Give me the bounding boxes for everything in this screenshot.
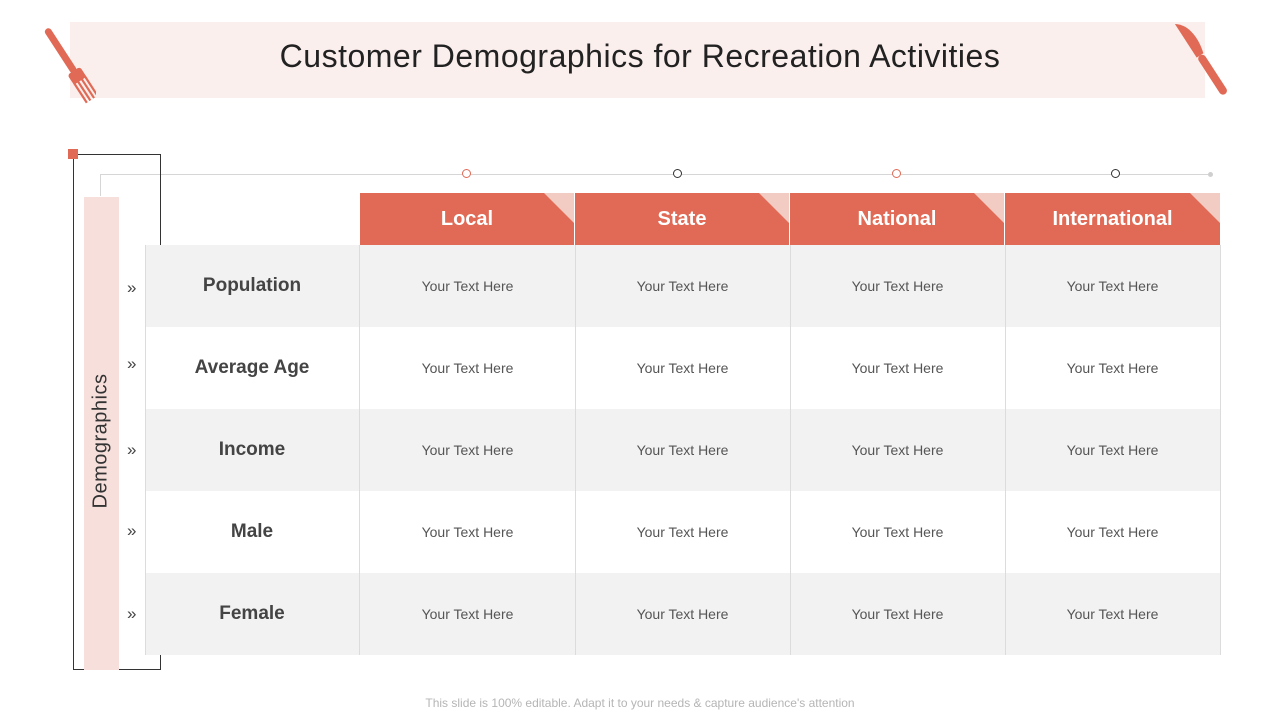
fork-icon [44,28,96,104]
row-label-male: Male [230,521,274,542]
column-header-label: State [657,207,707,230]
table-row [145,573,1221,655]
knife-icon [1174,24,1227,95]
table-cell: Your Text Here [1066,606,1159,622]
demographics-label: Demographics [89,373,112,509]
side-band [84,197,119,670]
table-cell: Your Text Here [421,442,514,458]
row-label-average-age: Average Age [194,357,310,378]
chevron-right-icon: » [127,440,137,459]
table-cell: Your Text Here [851,278,944,294]
column-header-local: Local [360,193,574,245]
table-cell: Your Text Here [421,524,514,540]
chevron-right-icon: » [127,354,137,373]
row-label-female: Female [219,603,285,624]
table-cell: Your Text Here [851,442,944,458]
column-header-state: State [575,193,789,245]
chevron-right-icon: » [127,604,137,623]
table-cell: Your Text Here [636,360,729,376]
table-cell: Your Text Here [421,360,514,376]
table-cell: Your Text Here [1066,360,1159,376]
table-cell: Your Text Here [636,606,729,622]
table-cell: Your Text Here [851,524,944,540]
table-row [145,491,1221,573]
column-divider [575,245,576,655]
column-divider [790,245,791,655]
table-row [145,409,1221,491]
table-row [145,245,1221,327]
column-divider [1220,245,1221,655]
column-header-label: National [857,207,937,230]
timeline-dot [462,169,471,178]
table-row [145,327,1221,409]
table-cell: Your Text Here [636,278,729,294]
timeline-dot [1111,169,1120,178]
chevron-right-icon: » [127,521,137,540]
chevron-right-icon: » [127,278,137,297]
column-divider [359,245,360,655]
timeline-dot [673,169,682,178]
table-cell: Your Text Here [1066,442,1159,458]
table-cell: Your Text Here [1066,524,1159,540]
table-cell: Your Text Here [421,606,514,622]
table-cell: Your Text Here [636,524,729,540]
footer-note: This slide is 100% editable. Adapt it to… [425,696,855,710]
timeline-dot [892,169,901,178]
page-title: Customer Demographics for Recreation Act… [279,38,1001,74]
column-header-label: International [1052,207,1173,230]
table-cell: Your Text Here [851,606,944,622]
timeline-connector [100,174,101,196]
table-cell: Your Text Here [851,360,944,376]
column-divider [1005,245,1006,655]
timeline-end-dot [1208,172,1213,177]
title-banner [70,22,1205,98]
column-header-label: Local [440,207,494,230]
table-cell: Your Text Here [636,442,729,458]
row-label-income: Income [218,439,286,460]
bracket-marker [68,149,78,159]
table-cell: Your Text Here [421,278,514,294]
column-header-national: National [790,193,1004,245]
row-label-population: Population [202,275,302,296]
column-divider [145,245,146,655]
timeline-line [100,174,1212,175]
column-header-international: International [1005,193,1220,245]
table-cell: Your Text Here [1066,278,1159,294]
